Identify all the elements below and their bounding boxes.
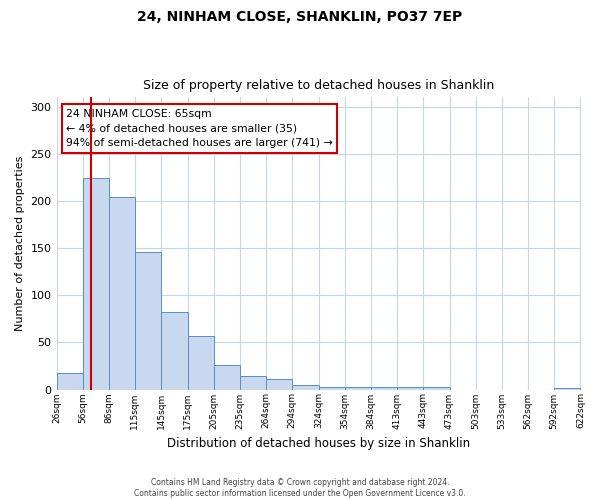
Bar <box>109 197 135 390</box>
Bar <box>161 312 188 390</box>
Title: Size of property relative to detached houses in Shanklin: Size of property relative to detached ho… <box>143 79 494 92</box>
Bar <box>423 386 449 390</box>
Bar <box>83 178 109 390</box>
Bar <box>319 386 345 390</box>
Bar <box>397 386 423 390</box>
Bar <box>135 252 161 390</box>
Text: 24, NINHAM CLOSE, SHANKLIN, PO37 7EP: 24, NINHAM CLOSE, SHANKLIN, PO37 7EP <box>137 10 463 24</box>
Bar <box>266 379 292 390</box>
X-axis label: Distribution of detached houses by size in Shanklin: Distribution of detached houses by size … <box>167 437 470 450</box>
Bar <box>554 388 580 390</box>
Bar <box>240 376 266 390</box>
Bar <box>56 374 83 390</box>
Bar <box>371 386 397 390</box>
Text: Contains HM Land Registry data © Crown copyright and database right 2024.
Contai: Contains HM Land Registry data © Crown c… <box>134 478 466 498</box>
Bar <box>292 385 319 390</box>
Text: 24 NINHAM CLOSE: 65sqm
← 4% of detached houses are smaller (35)
94% of semi-deta: 24 NINHAM CLOSE: 65sqm ← 4% of detached … <box>66 108 333 148</box>
Bar <box>214 365 240 390</box>
Bar <box>345 386 371 390</box>
Bar <box>188 336 214 390</box>
Y-axis label: Number of detached properties: Number of detached properties <box>15 156 25 331</box>
